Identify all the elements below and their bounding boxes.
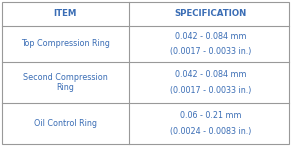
- Text: Top Compression Ring: Top Compression Ring: [21, 39, 110, 48]
- Text: (0.0017 - 0.0033 in.): (0.0017 - 0.0033 in.): [170, 47, 251, 56]
- Text: ITEM: ITEM: [54, 9, 77, 18]
- Text: 0.042 - 0.084 mm: 0.042 - 0.084 mm: [175, 32, 246, 41]
- Text: 0.042 - 0.084 mm: 0.042 - 0.084 mm: [175, 70, 246, 79]
- Text: Second Compression
Ring: Second Compression Ring: [23, 73, 108, 92]
- Text: SPECIFICATION: SPECIFICATION: [175, 9, 247, 18]
- Text: 0.06 - 0.21 mm: 0.06 - 0.21 mm: [180, 111, 242, 120]
- Text: (0.0017 - 0.0033 in.): (0.0017 - 0.0033 in.): [170, 86, 251, 95]
- Text: Oil Control Ring: Oil Control Ring: [34, 119, 97, 128]
- Text: (0.0024 - 0.0083 in.): (0.0024 - 0.0083 in.): [170, 127, 251, 136]
